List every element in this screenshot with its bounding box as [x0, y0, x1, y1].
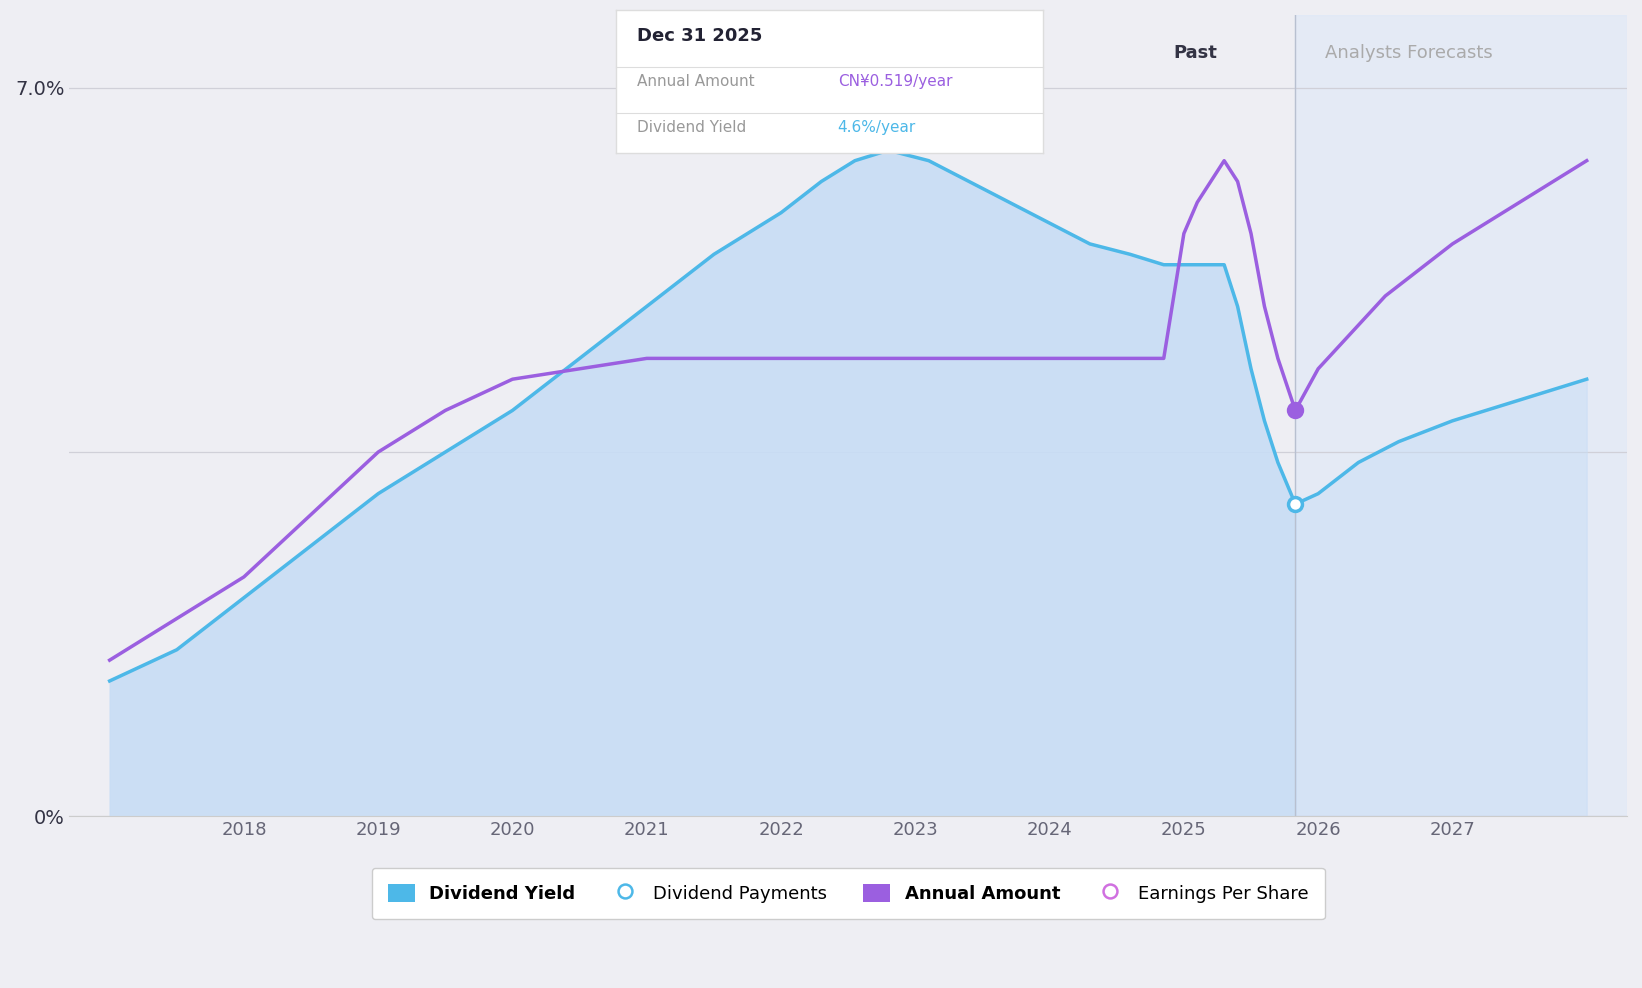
- Text: Annual Amount: Annual Amount: [637, 74, 755, 89]
- Bar: [1296, 15, 1627, 816]
- Text: 4.6%/year: 4.6%/year: [837, 121, 916, 135]
- Text: Analysts Forecasts: Analysts Forecasts: [1325, 43, 1493, 62]
- Legend: Dividend Yield, Dividend Payments, Annual Amount, Earnings Per Share: Dividend Yield, Dividend Payments, Annua…: [371, 867, 1325, 920]
- Text: Past: Past: [1174, 43, 1217, 62]
- Text: Dividend Yield: Dividend Yield: [637, 121, 747, 135]
- Text: Dec 31 2025: Dec 31 2025: [637, 27, 762, 45]
- Text: CN¥0.519/year: CN¥0.519/year: [837, 74, 952, 89]
